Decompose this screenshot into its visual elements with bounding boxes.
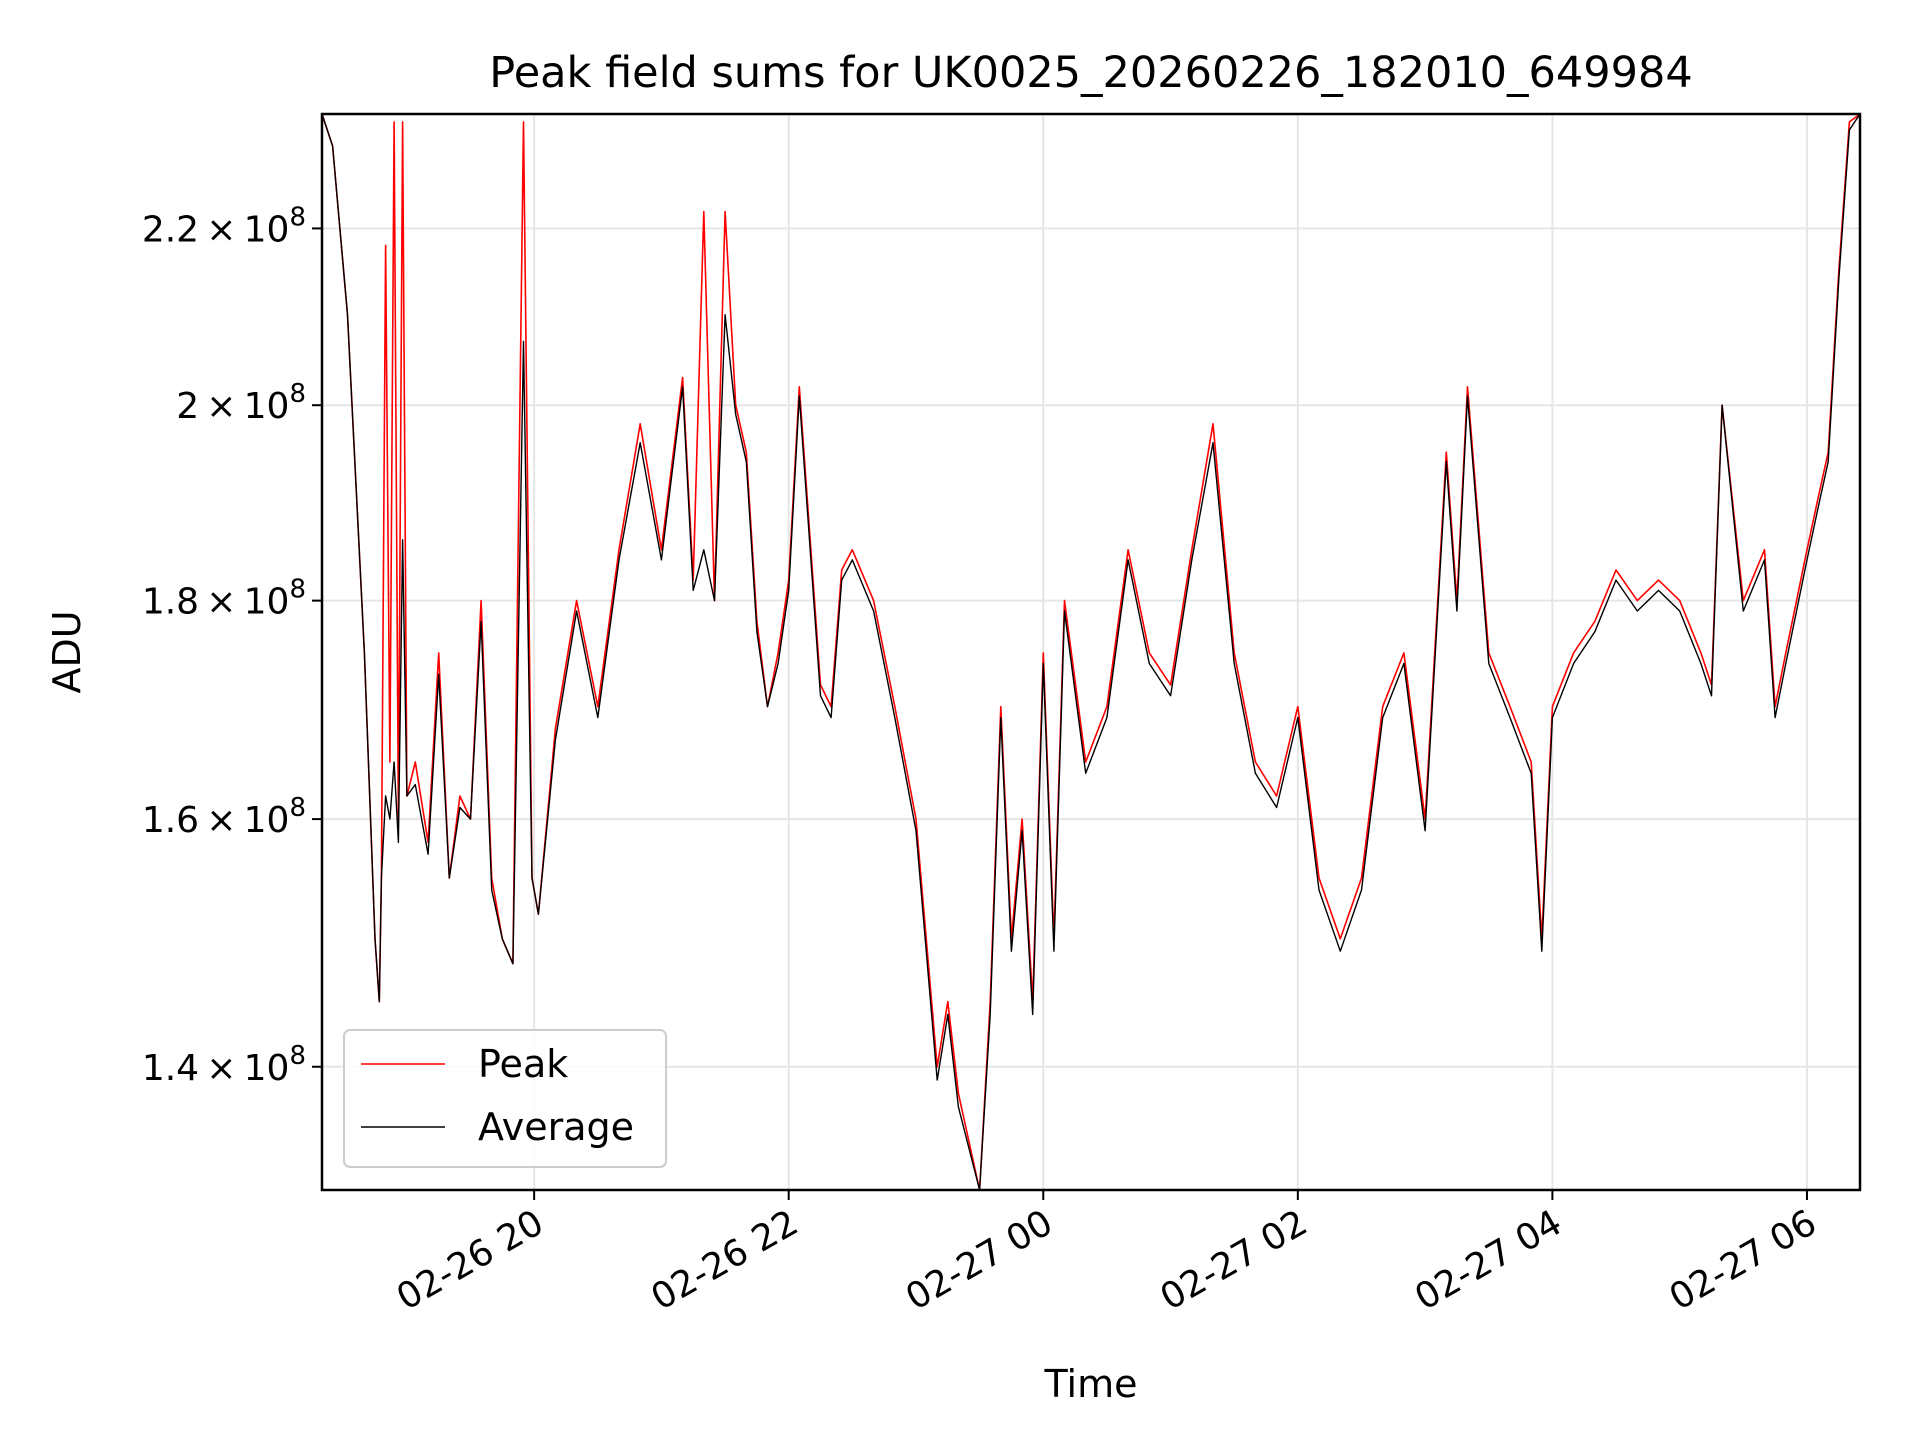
y-tick-times: × 10 [199,800,289,841]
y-tick-exponent: 8 [289,379,306,409]
y-tick-mantissa: 2.2 [142,209,199,250]
y-tick-exponent: 8 [289,793,306,823]
legend: Peak Average [343,1029,667,1168]
y-tick-label: 1.6 × 108 [142,793,306,841]
y-tick-mantissa: 1.4 [142,1048,199,1089]
legend-label-peak: Peak [478,1042,568,1086]
series-line-peak [321,113,1861,1191]
y-tick-label: 2.2 × 108 [142,202,306,250]
y-tick-mantissa: 2 [176,386,199,427]
y-axis-label: ADU [45,610,89,693]
y-tick-label: 2 × 108 [176,379,306,427]
plot-frame [320,112,1862,1192]
y-tick-exponent: 8 [289,575,306,605]
legend-label-average: Average [478,1105,634,1149]
y-tick-times: × 10 [199,1048,289,1089]
y-tick-label: 1.8 × 108 [142,575,306,623]
series-layer [321,113,1861,1191]
y-tick-label: 1.4 × 108 [142,1041,306,1089]
y-tick-times: × 10 [199,209,289,250]
y-tick-exponent: 8 [289,202,306,232]
series-line-average [321,113,1861,1191]
chart-title: Peak field sums for UK0025_20260226_1820… [489,48,1692,98]
y-tick-exponent: 8 [289,1041,306,1071]
y-tick-mantissa: 1.6 [142,800,199,841]
y-tick-mantissa: 1.8 [142,582,199,623]
x-axis-label: Time [1044,1362,1138,1406]
y-tick-times: × 10 [199,386,289,427]
y-tick-times: × 10 [199,582,289,623]
grid [322,114,1860,1190]
